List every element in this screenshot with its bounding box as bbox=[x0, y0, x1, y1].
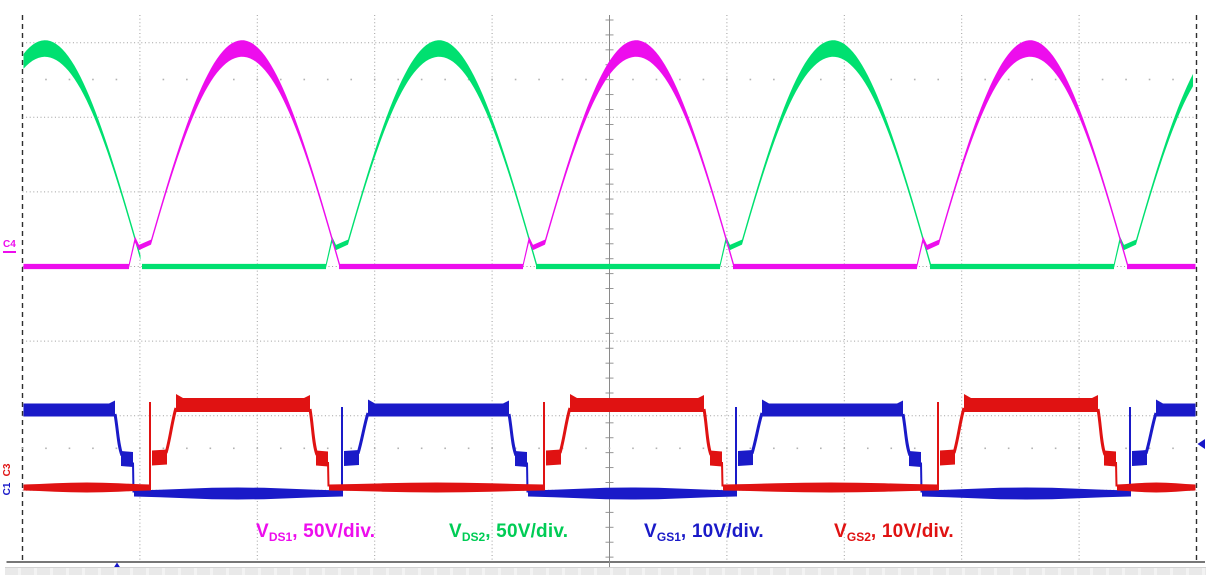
legend-vds2: VDS2, 50V/div. bbox=[449, 521, 568, 544]
trace-vgs1 bbox=[23, 399, 1196, 500]
trace-vds2 bbox=[23, 40, 1193, 270]
legend-vgs1-symbol: V bbox=[644, 521, 657, 542]
legend-vgs2: VGS2, 10V/div. bbox=[834, 521, 954, 544]
grid bbox=[6, 15, 1205, 568]
legend-vds1-subscript: DS1 bbox=[268, 530, 293, 544]
legend-vgs1-subscript: GS1 bbox=[656, 530, 681, 544]
legend-vds2-scale: , 50V/div. bbox=[485, 521, 569, 542]
legend-vds1-symbol: V bbox=[256, 521, 269, 542]
trace-vds1 bbox=[23, 40, 1196, 270]
legend-vds1: VDS1, 50V/div. bbox=[256, 521, 375, 544]
channel-marker-c1: C1 bbox=[2, 482, 13, 496]
legend-vds2-symbol: V bbox=[449, 521, 462, 542]
legend-vgs1-scale: , 10V/div. bbox=[680, 521, 764, 542]
channel-marker-c3: C3 bbox=[2, 463, 13, 477]
legend-vgs2-symbol: V bbox=[834, 521, 847, 542]
channel-marker-c4: C4 bbox=[3, 240, 16, 253]
legend-vds2-subscript: DS2 bbox=[461, 530, 486, 544]
legend-vgs2-scale: , 10V/div. bbox=[870, 521, 954, 542]
timeline-strip bbox=[5, 567, 1206, 575]
legend-vds1-scale: , 50V/div. bbox=[292, 521, 376, 542]
trace-vgs2 bbox=[23, 394, 1196, 493]
legend-vgs1: VGS1, 10V/div. bbox=[644, 521, 764, 544]
legend-vgs2-subscript: GS2 bbox=[846, 530, 871, 544]
trigger-markers bbox=[111, 439, 1205, 572]
trigger-level-marker[interactable] bbox=[1197, 439, 1206, 449]
